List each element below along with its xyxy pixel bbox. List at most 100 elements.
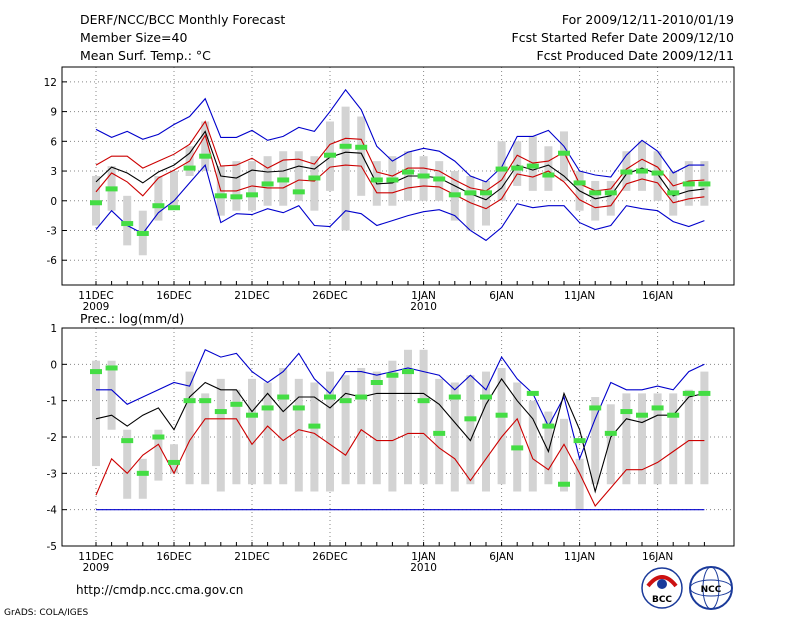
source-url: http://cmdp.ncc.cma.gov.cn — [76, 583, 243, 597]
series-line-spread-high — [95, 120, 705, 192]
spread-box — [232, 389, 241, 485]
spread-box — [263, 156, 272, 206]
observed-marker — [651, 405, 664, 411]
observed-marker — [511, 445, 524, 451]
observed-marker — [573, 180, 586, 186]
spread-box — [294, 151, 303, 201]
observed-marker — [651, 170, 664, 176]
spread-box — [513, 382, 522, 492]
x-tick-year-label: 2009 — [83, 301, 110, 313]
spread-box — [388, 360, 397, 492]
observed-marker — [292, 189, 305, 195]
x-tick-label: 16DEC — [156, 290, 191, 302]
variable-label: Mean Surf. Temp.: °C — [80, 48, 211, 63]
spread-box — [544, 411, 553, 485]
x-tick-label: 6JAN — [489, 290, 514, 302]
spread-box — [653, 393, 662, 485]
observed-marker — [370, 177, 383, 183]
observed-marker — [386, 372, 399, 378]
observed-marker — [246, 192, 258, 198]
observed-marker — [526, 163, 539, 169]
y-tick-label: 6 — [50, 136, 57, 148]
series-line-mean — [95, 130, 705, 201]
x-tick-year-label: 2010 — [410, 301, 437, 313]
x-tick-label: 21DEC — [234, 551, 269, 563]
observed-marker — [667, 412, 680, 418]
observed-marker — [433, 430, 446, 436]
observed-marker — [370, 380, 383, 385]
plot-frame — [61, 66, 735, 286]
observed-marker — [402, 169, 414, 175]
y-tick-label: -2 — [47, 432, 57, 444]
observed-marker — [433, 176, 446, 182]
spread-box — [216, 378, 225, 492]
x-tick-year-label: 2010 — [410, 562, 437, 574]
spread-box — [170, 444, 178, 474]
x-tick-label: 16JAN — [642, 290, 673, 302]
y-tick-label: 0 — [50, 359, 57, 371]
fcst-produced-label: Fcst Produced Date 2009/12/11 — [536, 48, 734, 63]
observed-marker — [558, 150, 570, 156]
spread-box — [450, 382, 459, 492]
observed-marker — [199, 398, 212, 404]
observed-marker — [542, 172, 555, 178]
observed-marker — [90, 369, 102, 375]
y-tick-label: 12 — [44, 77, 57, 89]
spread-box — [279, 367, 288, 485]
bcc-logo: BCC — [641, 567, 683, 609]
observed-marker — [698, 181, 711, 187]
bcc-logo-text: BCC — [652, 595, 672, 605]
observed-marker — [246, 412, 258, 418]
x-tick-label: 11DEC — [78, 290, 113, 302]
series-line-max — [96, 349, 705, 461]
y-tick-label: -1 — [47, 396, 57, 408]
spread-box — [326, 371, 334, 492]
observed-marker — [339, 143, 352, 149]
x-tick-label: 21DEC — [234, 290, 269, 302]
spread-box — [310, 156, 319, 211]
observed-marker — [604, 190, 617, 196]
observed-marker — [277, 177, 290, 183]
spread-box — [154, 176, 163, 221]
series-line-spread-low — [95, 134, 705, 210]
spread-box — [684, 389, 693, 485]
observed-marker — [90, 200, 102, 206]
observed-marker — [511, 165, 524, 171]
spread-box — [591, 180, 600, 221]
observed-marker — [214, 409, 227, 415]
observed-marker — [324, 394, 336, 400]
observed-marker — [636, 412, 648, 418]
spread-box — [513, 141, 522, 186]
observed-marker — [183, 398, 196, 404]
observed-marker — [339, 398, 352, 404]
ncc-logo: NCC — [689, 566, 733, 610]
observed-marker — [402, 369, 414, 375]
observed-marker — [620, 169, 633, 175]
observed-marker — [698, 390, 711, 396]
spread-box — [528, 400, 537, 492]
spread-box — [560, 418, 568, 492]
observed-marker — [277, 394, 290, 400]
spread-box — [466, 375, 475, 485]
observed-marker — [324, 152, 336, 158]
spread-box — [201, 393, 210, 485]
x-tick-label: 6JAN — [489, 551, 514, 563]
observed-marker — [152, 203, 165, 209]
observed-marker — [573, 438, 586, 444]
spread-box — [653, 151, 662, 201]
spread-box — [185, 371, 194, 485]
spread-box — [232, 161, 241, 211]
observed-marker — [121, 438, 134, 444]
spread-box — [201, 121, 210, 172]
observed-marker — [417, 398, 430, 404]
y-tick-label: 1 — [50, 323, 57, 335]
observed-marker — [682, 390, 695, 396]
observed-marker — [620, 409, 633, 415]
x-tick-label: 26DEC — [312, 551, 347, 563]
observed-marker — [292, 405, 305, 411]
ncc-logo-text: NCC — [701, 585, 722, 595]
spread-box — [123, 195, 132, 246]
spread-box — [357, 116, 366, 196]
x-tick-label: 16DEC — [156, 551, 191, 563]
